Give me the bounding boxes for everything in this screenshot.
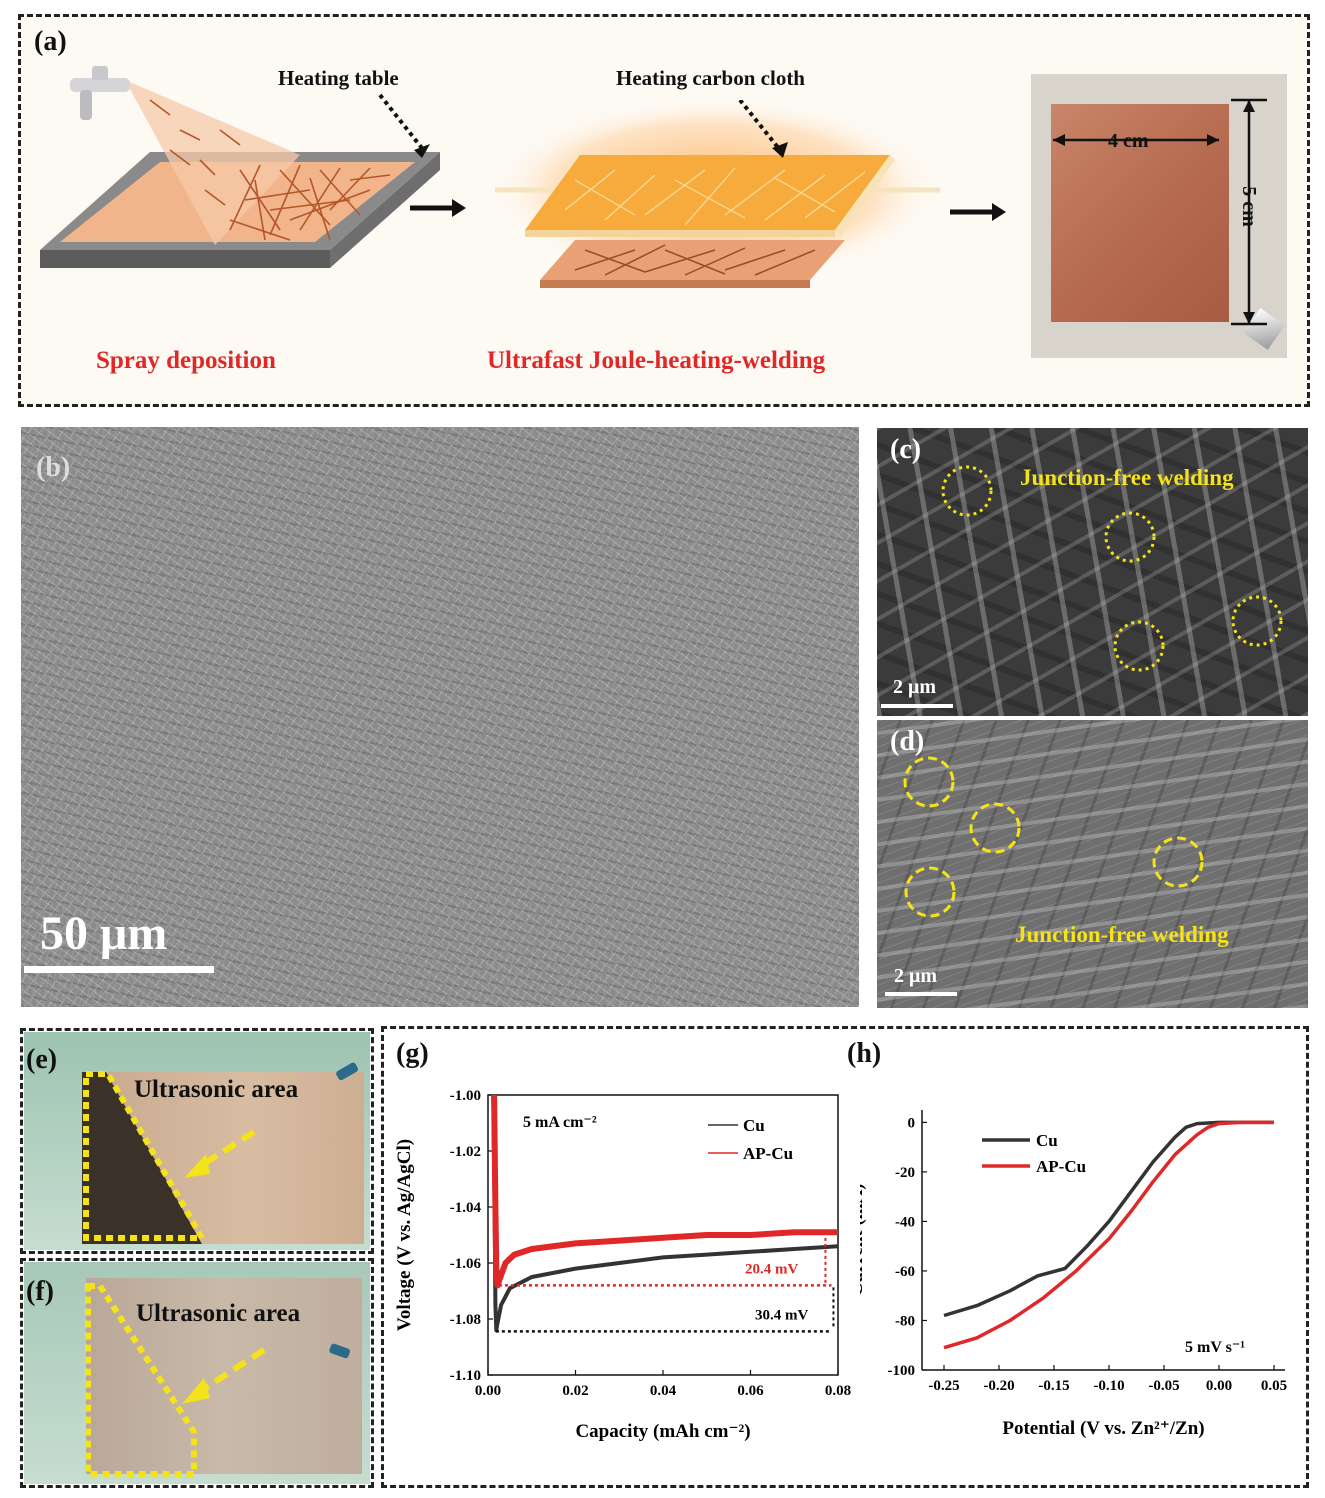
ultrasonic-area-outline-e — [83, 1062, 359, 1241]
panel-f-label: (f) — [26, 1276, 54, 1307]
ultrasonic-area-label-f: Ultrasonic area — [136, 1300, 301, 1327]
joule-heating-illustration — [485, 100, 945, 288]
scale-bar-b — [24, 966, 214, 973]
photo-f — [24, 1262, 370, 1484]
scale-bar-label-c: 2 μm — [893, 676, 936, 698]
sem-image-c — [877, 428, 1308, 716]
y-tick-label: -1.00 — [450, 1088, 481, 1104]
y-tick-label: -1.06 — [450, 1256, 482, 1272]
y-tick-label: -1.02 — [450, 1144, 481, 1160]
y-tick-label: -40 — [895, 1214, 915, 1230]
width-label: 4 cm — [1108, 130, 1149, 152]
y-axis-label: Voltage (V vs. Ag/AgCl) — [394, 1139, 415, 1331]
panel-a-label: (a) — [34, 26, 67, 57]
ultrasonic-area-label-e: Ultrasonic area — [134, 1076, 299, 1103]
scale-bar-label-d: 2 μm — [894, 965, 937, 987]
current-potential-chart: -0.25 -0.20 -0.15 -0.10 -0.05 0.00 0.05 0 -20 -40… — [860, 1110, 1287, 1439]
y-tick-label: -60 — [895, 1264, 915, 1280]
y-tick-label: -100 — [888, 1363, 916, 1379]
junction-free-caption-c: Junction-free welding — [1020, 465, 1234, 490]
panel-c-label: (c) — [890, 434, 922, 465]
x-tick-label: -0.20 — [983, 1378, 1014, 1394]
x-tick-label: 0.00 — [475, 1383, 501, 1399]
sem-image-b — [21, 427, 859, 1007]
panel-e-frame — [20, 1028, 374, 1254]
x-tick-label: 0.06 — [737, 1383, 764, 1399]
height-label: 5 cm — [1237, 186, 1260, 227]
delta-label-black: 30.4 mV — [755, 1307, 808, 1323]
legend-label: Cu — [1036, 1131, 1058, 1150]
series-line-ap-cu — [943, 1120, 1274, 1350]
joule-heating-caption: Ultrafast Joule-heating-welding — [487, 347, 826, 374]
x-tick-label: -0.10 — [1093, 1378, 1124, 1394]
scale-bar-d — [885, 992, 957, 996]
weld-highlight-circles-c — [941, 465, 1283, 672]
scale-bar-c — [881, 704, 953, 708]
x-tick-label: 0.08 — [825, 1383, 851, 1399]
panel-h-label: (h) — [847, 1038, 882, 1069]
x-tick-label: -0.25 — [928, 1378, 959, 1394]
junction-free-caption-d: Junction-free welding — [1015, 922, 1229, 947]
y-tick-label: 0 — [908, 1115, 916, 1131]
x-tick-label: 0.05 — [1261, 1378, 1287, 1394]
scan-rate-annotation: 5 mV s⁻¹ — [1185, 1339, 1245, 1356]
weld-highlight-circles-d — [903, 756, 1204, 918]
panel-e-label: (e) — [26, 1044, 58, 1075]
legend-label: Cu — [743, 1116, 765, 1135]
x-tick-label: -0.05 — [1148, 1378, 1179, 1394]
heating-carbon-cloth-label: Heating carbon cloth — [616, 66, 805, 90]
ultrasonic-area-outline-f — [85, 1283, 350, 1477]
x-tick-label: 0.04 — [650, 1383, 677, 1399]
legend-label: AP-Cu — [1036, 1157, 1086, 1176]
x-tick-label: -0.15 — [1038, 1378, 1069, 1394]
rate-annotation: 5 mA cm⁻² — [523, 1114, 597, 1131]
heating-table-label: Heating table — [278, 66, 399, 90]
y-tick-label: -1.08 — [450, 1312, 481, 1328]
spray-gun-icon — [70, 66, 130, 120]
y-tick-label: -1.04 — [450, 1200, 482, 1216]
y-axis-label: Current (mA) — [860, 1183, 867, 1296]
legend-label: AP-Cu — [743, 1144, 793, 1163]
delta-label-red: 20.4 mV — [745, 1261, 798, 1277]
panel-b-label: (b) — [36, 452, 71, 483]
spray-deposition-illustration — [40, 66, 440, 268]
panel-f-frame — [20, 1258, 374, 1488]
arrow-right-icon — [950, 203, 1006, 221]
arrow-right-icon — [410, 199, 466, 217]
series-line-ap-cu — [491, 1094, 838, 1289]
panel-d-label: (d) — [890, 726, 925, 757]
x-axis-label: Capacity (mAh cm⁻²) — [575, 1421, 750, 1442]
sem-image-d — [877, 720, 1308, 1008]
series-line-cu — [491, 1094, 839, 1333]
x-tick-label: 0.00 — [1206, 1378, 1232, 1394]
panel-gh-frame — [381, 1026, 1309, 1488]
photo-e — [24, 1032, 370, 1250]
y-tick-label: -1.10 — [450, 1368, 481, 1384]
scale-bar-label-b: 50 μm — [40, 907, 168, 960]
dimension-arrows — [1053, 98, 1267, 326]
panel-g-label: (g) — [396, 1038, 429, 1069]
spray-deposition-caption: Spray deposition — [96, 347, 276, 374]
y-tick-label: -20 — [895, 1165, 915, 1181]
series-line-cu — [943, 1120, 1274, 1318]
voltage-capacity-chart: 0.00 0.02 0.04 0.06 0.08 -1.00 -1.02 -1.04 -1.06… — [394, 1088, 851, 1442]
x-axis-label: Potential (V vs. Zn²⁺/Zn) — [1002, 1418, 1204, 1439]
x-tick-label: 0.02 — [562, 1383, 588, 1399]
y-tick-label: -80 — [895, 1313, 915, 1329]
